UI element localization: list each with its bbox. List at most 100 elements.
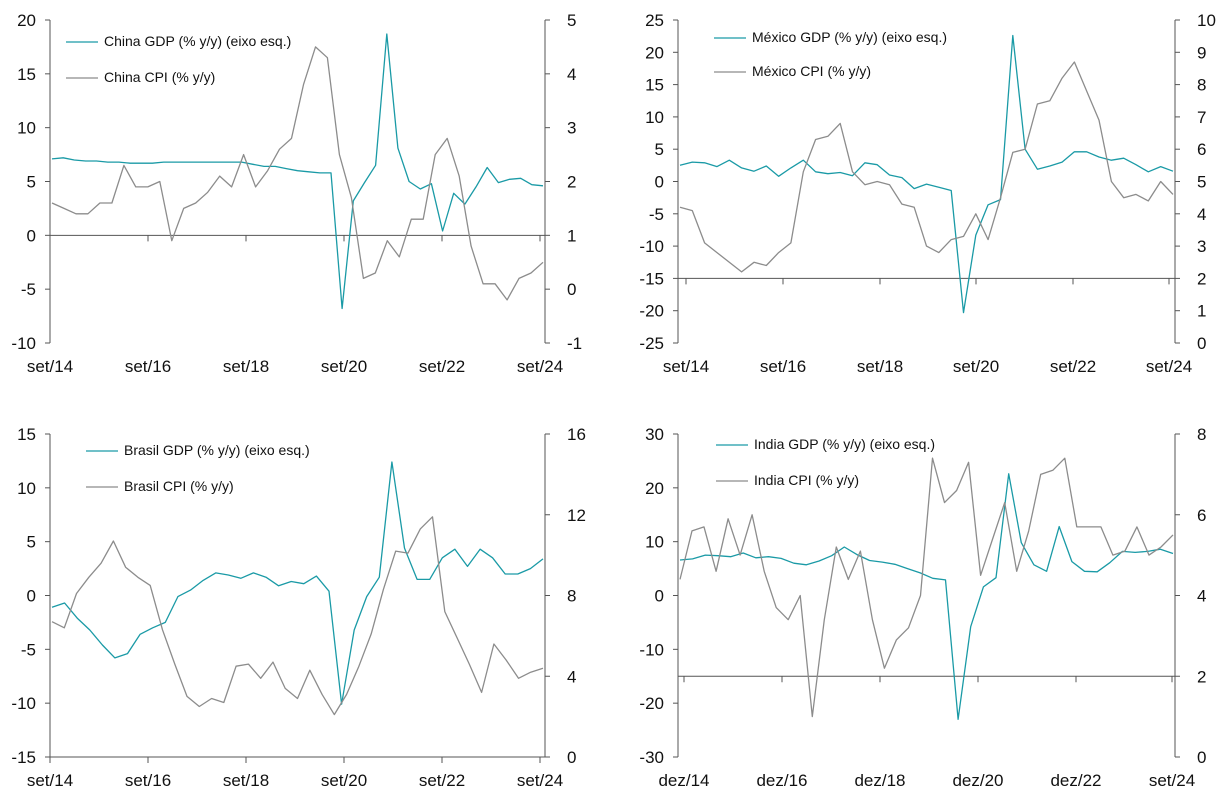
x-tick-label: dez/16: [756, 771, 807, 790]
right-y-tick-label: 16: [567, 425, 586, 444]
right-y-tick-label: 3: [567, 119, 576, 138]
right-y-tick-label: 8: [567, 587, 576, 606]
right-y-tick-label: 2: [1197, 667, 1206, 686]
left-y-tick-label: -10: [11, 694, 36, 713]
x-tick-label: set/14: [27, 357, 73, 376]
left-y-tick-label: 20: [645, 479, 664, 498]
legend-label: Brasil GDP (% y/y) (eixo esq.): [124, 442, 310, 458]
left-y-tick-label: 5: [655, 140, 664, 159]
right-y-tick-label: 1: [567, 226, 576, 245]
x-tick-label: set/14: [27, 771, 73, 790]
right-y-tick-label: 1: [1197, 302, 1206, 321]
left-y-tick-label: 0: [27, 226, 36, 245]
x-tick-label: dez/14: [658, 771, 709, 790]
left-y-tick-label: -5: [21, 280, 36, 299]
right-y-tick-label: 4: [567, 65, 576, 84]
left-y-tick-label: 15: [17, 425, 36, 444]
right-y-tick-label: 0: [1197, 748, 1206, 767]
right-y-tick-label: 5: [1197, 173, 1206, 192]
right-y-tick-label: 4: [1197, 587, 1206, 606]
left-y-tick-label: -5: [21, 640, 36, 659]
x-tick-label: set/24: [1149, 771, 1195, 790]
left-y-tick-label: -10: [639, 640, 664, 659]
left-y-tick-label: -10: [11, 334, 36, 353]
legend-label: México GDP (% y/y) (eixo esq.): [752, 29, 947, 45]
right-y-tick-label: 4: [1197, 205, 1206, 224]
x-tick-label: set/16: [760, 357, 806, 376]
right-y-tick-label: 10: [1197, 11, 1216, 30]
right-y-tick-label: 9: [1197, 43, 1206, 62]
cpi-series-line: [51, 46, 544, 301]
left-y-tick-label: 25: [645, 11, 664, 30]
right-y-tick-label: 3: [1197, 237, 1206, 256]
left-y-tick-label: -20: [639, 694, 664, 713]
x-tick-label: set/20: [321, 771, 367, 790]
left-y-tick-label: 10: [17, 119, 36, 138]
x-tick-label: set/16: [125, 357, 171, 376]
left-y-tick-label: 20: [17, 11, 36, 30]
right-y-tick-label: 0: [567, 280, 576, 299]
x-tick-label: dez/18: [854, 771, 905, 790]
right-y-tick-label: 2: [567, 173, 576, 192]
right-y-tick-label: 4: [567, 667, 576, 686]
left-y-tick-label: 0: [27, 587, 36, 606]
left-y-tick-label: 0: [655, 173, 664, 192]
left-y-tick-label: 15: [17, 65, 36, 84]
gdp-series-line: [679, 473, 1174, 720]
right-y-tick-label: 6: [1197, 506, 1206, 525]
right-y-tick-label: 0: [567, 748, 576, 767]
x-tick-label: dez/20: [952, 771, 1003, 790]
right-y-tick-label: 0: [1197, 334, 1206, 353]
legend-label: China CPI (% y/y): [104, 69, 215, 85]
right-y-tick-label: 2: [1197, 269, 1206, 288]
legend-label: Brasil CPI (% y/y): [124, 478, 234, 494]
x-tick-label: set/18: [223, 771, 269, 790]
left-y-tick-label: -30: [639, 748, 664, 767]
right-y-tick-label: 7: [1197, 108, 1206, 127]
chart-panel-india: -30 -20 -10 0 10 20 30 0 2 4 6 8 dez/14 dez/16 dez/18 d…: [639, 425, 1206, 790]
x-tick-label: dez/22: [1050, 771, 1101, 790]
left-y-tick-label: -20: [639, 302, 664, 321]
legend-label: México CPI (% y/y): [752, 63, 871, 79]
gdp-series-line: [51, 33, 544, 310]
chart-panel-mexico: -25 -20 -15 -10 -5 0 5 10 15 20 25 0 1 2 3 4 5 6 7 8 9 10 set/…: [639, 11, 1216, 376]
x-tick-label: set/18: [223, 357, 269, 376]
left-y-tick-label: -15: [639, 269, 664, 288]
x-tick-label: set/24: [517, 357, 563, 376]
left-y-tick-label: -10: [639, 237, 664, 256]
x-tick-label: set/22: [419, 771, 465, 790]
right-y-tick-label: 5: [567, 11, 576, 30]
gdp-series-line: [51, 461, 544, 705]
left-y-tick-label: 20: [645, 43, 664, 62]
left-y-tick-label: 5: [27, 533, 36, 552]
legend-label: China GDP (% y/y) (eixo esq.): [104, 33, 291, 49]
right-y-tick-label: 8: [1197, 425, 1206, 444]
x-tick-label: set/14: [663, 357, 709, 376]
right-y-tick-label: 12: [567, 506, 586, 525]
x-tick-label: set/20: [321, 357, 367, 376]
right-y-tick-label: 8: [1197, 76, 1206, 95]
legend-label: India GDP (% y/y) (eixo esq.): [754, 436, 935, 452]
x-tick-label: set/20: [953, 357, 999, 376]
chart-panel-brasil: -15 -10 -5 0 5 10 15 0 4 8 12 16 set/14 set/16 set/18 s…: [11, 425, 586, 790]
left-y-tick-label: 15: [645, 76, 664, 95]
left-y-tick-label: -15: [11, 748, 36, 767]
cpi-series-line: [679, 61, 1174, 273]
x-tick-label: set/22: [1050, 357, 1096, 376]
x-tick-label: set/16: [125, 771, 171, 790]
left-y-tick-label: 30: [645, 425, 664, 444]
x-tick-label: set/22: [419, 357, 465, 376]
right-y-tick-label: 6: [1197, 140, 1206, 159]
gdp-series-line: [679, 34, 1174, 314]
left-y-tick-label: 10: [17, 479, 36, 498]
left-y-tick-label: -25: [639, 334, 664, 353]
cpi-series-line: [51, 516, 544, 716]
left-y-tick-label: 5: [27, 173, 36, 192]
x-tick-label: set/18: [857, 357, 903, 376]
cpi-series-line: [679, 457, 1174, 718]
right-y-tick-label: -1: [567, 334, 582, 353]
left-y-tick-label: 10: [645, 533, 664, 552]
left-y-tick-label: 10: [645, 108, 664, 127]
